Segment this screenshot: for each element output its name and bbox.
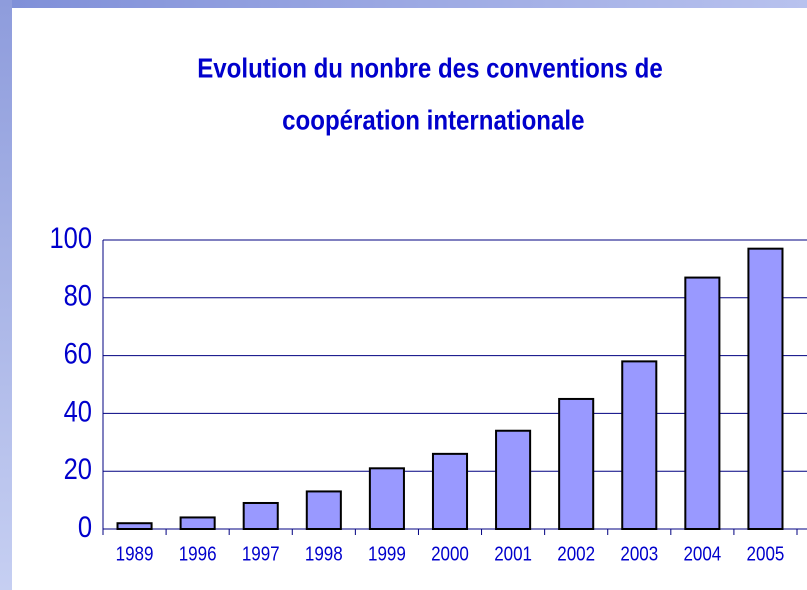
chart-title: Evolution du nonbre des conventions de c… [197,52,662,136]
x-tick-label: 2001 [494,542,532,565]
x-tick-label: 2005 [747,542,785,565]
y-tick-label: 60 [64,337,92,370]
x-tick-label: 2004 [683,542,721,565]
bar [368,467,405,530]
y-tick-label: 100 [49,221,92,254]
bar [621,360,658,530]
x-tick-label: 1989 [116,542,154,565]
x-tick-label: 1999 [368,542,406,565]
frame-left [0,0,12,590]
x-tick-label: 2000 [431,542,469,565]
bar [242,501,279,530]
bar [116,522,153,530]
x-tick-label: 1998 [305,542,343,565]
bar [305,490,342,530]
x-tick-label: 2002 [557,542,595,565]
x-tick-label: 1996 [179,542,217,565]
y-tick-label: 40 [64,394,92,427]
bar [684,276,721,530]
x-tick-label: 1997 [242,542,280,565]
bar [558,397,595,531]
frame-top [0,0,807,8]
bar [431,452,469,530]
y-tick-label: 20 [64,452,92,485]
y-tick-label: 0 [78,510,92,543]
bar [495,429,532,530]
x-tick-label: 2003 [620,542,658,565]
bar [179,516,216,531]
y-tick-label: 80 [64,279,92,312]
bar [747,247,784,530]
